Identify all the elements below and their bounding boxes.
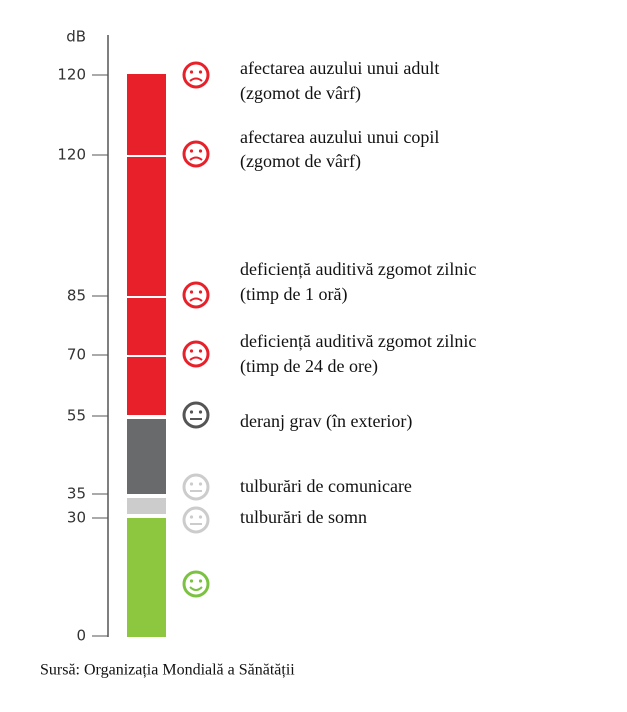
face-icon xyxy=(182,473,210,501)
bar-segment xyxy=(127,74,166,155)
face-mouth xyxy=(189,297,203,302)
face-eye xyxy=(198,70,203,74)
face-outline xyxy=(182,61,210,89)
face-icon xyxy=(182,340,210,368)
face-eye xyxy=(198,482,203,486)
level-description: (timp de 24 de ore) xyxy=(240,356,378,377)
level-description: (timp de 1 oră) xyxy=(240,284,347,305)
bar-segment xyxy=(127,518,166,637)
level-description: (zgomot de vârf) xyxy=(240,83,361,104)
face-outline xyxy=(182,473,210,501)
tick-label: 55 xyxy=(67,407,86,425)
bar-segment xyxy=(127,357,166,415)
face-outline xyxy=(182,140,210,168)
face-eye xyxy=(189,149,194,153)
tick-label: 70 xyxy=(67,346,86,364)
face-outline xyxy=(182,506,210,534)
tick-label: 35 xyxy=(67,485,86,503)
face-eye xyxy=(198,515,203,519)
tick-label: 120 xyxy=(57,146,86,164)
face-eye xyxy=(189,290,194,294)
bar-segment xyxy=(127,498,166,514)
face-eye xyxy=(189,579,194,583)
face-eye xyxy=(198,290,203,294)
level-description: deficiență auditivă zgomot zilnic xyxy=(240,331,476,351)
face-outline xyxy=(182,281,210,309)
level-description: afectarea auzului unui copil xyxy=(240,127,439,147)
level-description: afectarea auzului unui adult xyxy=(240,58,439,78)
face-mouth xyxy=(189,586,203,591)
face-eye xyxy=(198,410,203,414)
face-icon xyxy=(182,401,210,429)
bar-segment xyxy=(127,298,166,355)
face-icon xyxy=(182,570,210,598)
tick-label: 30 xyxy=(67,509,86,527)
level-description: deranj grav (în exterior) xyxy=(240,411,412,432)
face-mouth xyxy=(189,356,203,361)
face-eye xyxy=(189,410,194,414)
face-outline xyxy=(182,570,210,598)
face-outline xyxy=(182,401,210,429)
face-eye xyxy=(198,579,203,583)
bar-segment xyxy=(127,157,166,296)
face-icon xyxy=(182,140,210,168)
face-icon xyxy=(182,506,210,534)
face-eye xyxy=(189,482,194,486)
level-description: (zgomot de vârf) xyxy=(240,151,361,172)
tick-label: 0 xyxy=(76,627,86,645)
level-description: deficiență auditivă zgomot zilnic xyxy=(240,259,476,279)
face-outline xyxy=(182,340,210,368)
tick-label: 85 xyxy=(67,287,86,305)
face-mouth xyxy=(189,77,203,82)
level-description: tulburări de comunicare xyxy=(240,476,412,496)
face-eye xyxy=(198,149,203,153)
face-eye xyxy=(189,515,194,519)
face-icon xyxy=(182,281,210,309)
unit-label: dB xyxy=(66,28,86,46)
tick-label: 120 xyxy=(57,66,86,84)
face-mouth xyxy=(189,156,203,161)
face-eye xyxy=(189,70,194,74)
face-icon xyxy=(182,61,210,89)
source: Sursă: Organizația Mondială a Sănătății xyxy=(40,662,295,679)
level-description: tulburări de somn xyxy=(240,507,367,527)
bar-segment xyxy=(127,419,166,494)
face-eye xyxy=(198,349,203,353)
face-eye xyxy=(189,349,194,353)
